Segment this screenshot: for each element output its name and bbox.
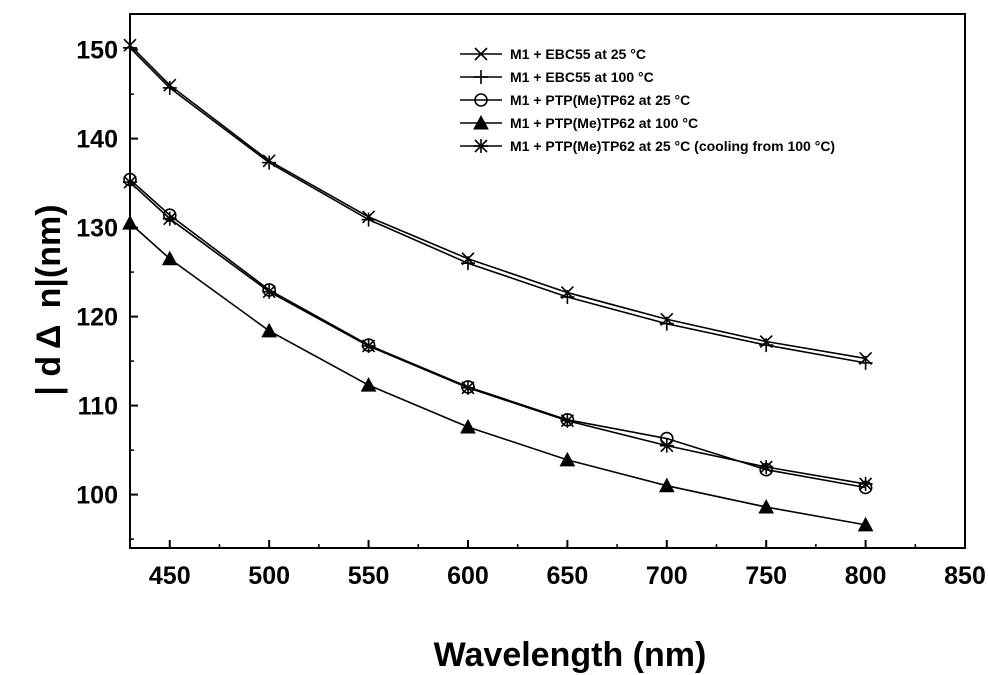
triangle-marker (460, 418, 476, 434)
y-tick-label: 100 (76, 482, 118, 510)
plot-frame (129, 13, 966, 549)
legend-item-5: M1 + PTP(Me)TP62 at 25 °C (cooling from … (460, 138, 835, 154)
y-tick-label: 130 (76, 215, 118, 243)
asterisk-marker (361, 338, 376, 353)
legend-label: M1 + PTP(Me)TP62 at 25 °C (510, 92, 690, 108)
asterisk-marker (474, 139, 488, 153)
triangle-marker (122, 215, 138, 230)
x-tick-label: 850 (944, 562, 986, 590)
triangle-marker (857, 516, 874, 532)
series-markers-2 (123, 40, 873, 370)
legend-label: M1 + PTP(Me)TP62 at 25 °C (cooling from … (510, 138, 835, 154)
y-tick-label: 110 (78, 393, 118, 421)
legend-item-2: M1 + EBC55 at 100 °C (460, 69, 654, 85)
triangle-marker (473, 114, 489, 130)
plus-marker (759, 338, 774, 353)
triangle-marker (261, 322, 278, 338)
asterisk-marker (123, 175, 137, 190)
triangle-marker (559, 451, 576, 467)
asterisk-marker (858, 476, 873, 491)
x-tick-label: 800 (845, 562, 887, 590)
plus-marker (858, 355, 873, 370)
x-tick-label: 750 (745, 562, 787, 590)
series-line-3 (129, 178, 866, 489)
series-line-2 (129, 47, 866, 364)
asterisk-marker (560, 413, 575, 428)
legend: M1 + EBC55 at 25 °C M1 + EBC55 at 100 °C M… (460, 46, 835, 154)
x-marker (474, 47, 488, 61)
x-tick-label: 700 (646, 562, 688, 590)
asterisk-marker (659, 438, 674, 453)
series-markers-4 (122, 215, 874, 532)
series-markers (122, 38, 874, 532)
asterisk-marker (460, 380, 475, 395)
plus-marker (474, 70, 488, 84)
series-markers-3 (123, 172, 873, 495)
plus-marker (560, 290, 575, 305)
legend-item-3: M1 + PTP(Me)TP62 at 25 °C (460, 92, 690, 108)
x-tick-label: 450 (149, 562, 191, 590)
plus-marker (262, 155, 277, 170)
legend-item-1: M1 + EBC55 at 25 °C (460, 46, 646, 62)
legend-label: M1 + EBC55 at 25 °C (510, 46, 646, 62)
y-tick-label: 140 (76, 126, 118, 154)
plus-marker (123, 40, 137, 55)
axes: 450 500 550 600 650 700 750 800 850 100 110 120 130 1… (76, 13, 986, 590)
triangle-marker (161, 250, 178, 266)
triangle-marker (758, 499, 775, 514)
series-markers-1 (123, 38, 873, 365)
plus-marker (361, 212, 376, 227)
x-tick-label: 650 (547, 562, 589, 590)
plus-marker (162, 80, 177, 95)
circle-marker (474, 93, 488, 107)
series-lines (129, 44, 866, 526)
asterisk-marker (262, 284, 277, 299)
series-line-1 (129, 44, 866, 360)
series-markers-5 (123, 175, 873, 491)
y-axis-title: | d Δ n|(nm) (30, 204, 68, 395)
x-tick-label: 500 (248, 562, 290, 590)
x-axis-title: Wavelength (nm) (434, 636, 707, 674)
legend-item-4: M1 + PTP(Me)TP62 at 100 °C (460, 114, 698, 131)
triangle-marker (360, 377, 377, 392)
asterisk-marker (759, 460, 774, 475)
y-tick-label: 120 (76, 304, 118, 332)
legend-label: M1 + EBC55 at 100 °C (510, 69, 654, 85)
plus-marker (460, 256, 475, 271)
y-tick-label: 150 (76, 37, 118, 65)
triangle-marker (658, 477, 675, 493)
asterisk-marker (162, 211, 177, 226)
x-tick-label: 550 (348, 562, 390, 590)
series-line-5 (129, 181, 866, 485)
x-tick-label: 600 (447, 562, 489, 590)
legend-label: M1 + PTP(Me)TP62 at 100 °C (510, 115, 698, 131)
plus-marker (659, 316, 674, 331)
